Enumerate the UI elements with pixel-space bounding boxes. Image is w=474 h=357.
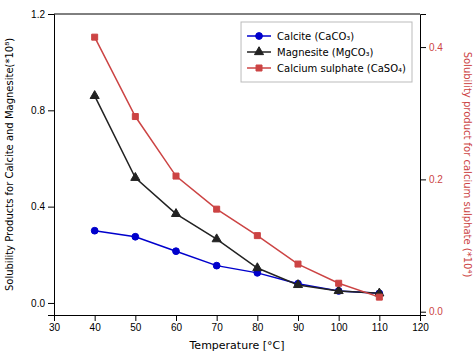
legend-item: Calcite (CaCO₃) [247, 31, 354, 42]
tick: 90 [293, 315, 305, 333]
tick: 1.2 [31, 9, 54, 20]
tick-mark [176, 315, 177, 321]
point [91, 227, 98, 234]
point [131, 172, 140, 180]
point [132, 114, 138, 120]
legend-marker [254, 47, 263, 55]
point [214, 206, 220, 212]
legend-item: Magnesite (MgCO₃) [247, 47, 374, 58]
y2-axis-title: Solubility product for calcium sulphate … [462, 52, 473, 278]
tick: 60 [171, 315, 183, 333]
point [336, 280, 342, 286]
tick-label: 60 [171, 322, 183, 333]
tick-mark [298, 315, 299, 321]
series [91, 227, 382, 296]
tick: 40 [90, 315, 102, 333]
tick: 120 [412, 315, 429, 333]
tick: 100 [331, 315, 348, 333]
tick-mark [95, 315, 96, 321]
point [90, 91, 99, 99]
legend-item: Calcium sulphate (CaSO₄) [247, 63, 406, 74]
tick-label: 50 [130, 322, 142, 333]
point [376, 294, 382, 300]
series-line [95, 231, 380, 294]
series-line [95, 96, 380, 293]
legend-label: Magnesite (MgCO₃) [277, 47, 374, 58]
tick-mark [135, 315, 136, 321]
tick-label: 80 [252, 322, 264, 333]
tick-label: 0.8 [31, 105, 45, 116]
tick-mark [379, 315, 380, 321]
point [293, 280, 302, 288]
tick-label: 1.2 [31, 9, 45, 20]
point [173, 248, 180, 255]
tick-mark [48, 303, 54, 304]
legend-marker [256, 33, 263, 40]
tick-label: 40 [90, 322, 102, 333]
legend-box [241, 22, 412, 82]
x-axis-title: Temperature [°C] [189, 339, 285, 352]
point [295, 261, 301, 267]
x-axis-line [55, 316, 421, 322]
point [253, 263, 262, 271]
tick-mark [48, 14, 54, 15]
tick: 0.2 [420, 174, 443, 185]
y-axis-title: Solubility Products for Calcite and Magn… [4, 38, 15, 291]
frame-top [54, 14, 420, 15]
tick: 50 [130, 315, 142, 333]
tick-label: 0.4 [429, 42, 443, 53]
point [212, 234, 221, 242]
tick: 0.4 [31, 201, 54, 212]
point [213, 262, 220, 269]
chart: 304050607080901001101200.00.40.81.20.00.… [0, 0, 474, 357]
plot: 304050607080901001101200.00.40.81.20.00.… [31, 9, 443, 333]
legend-label: Calcite (CaCO₃) [277, 31, 354, 42]
legend-marker [256, 65, 262, 71]
tick-label: 0.4 [31, 201, 45, 212]
point [132, 233, 139, 240]
tick-label: 100 [331, 322, 348, 333]
series [90, 91, 384, 296]
tick-mark [48, 110, 54, 111]
tick: 0.8 [31, 105, 54, 116]
legend-label: Calcium sulphate (CaSO₄) [277, 63, 406, 74]
tick-label: 120 [412, 322, 429, 333]
point [254, 233, 260, 239]
tick-label: 0.0 [429, 306, 443, 317]
tick-mark [420, 179, 426, 180]
tick-label: 0.2 [429, 174, 443, 185]
tick-mark [257, 315, 258, 321]
tick-mark [339, 315, 340, 321]
tick: 30 [49, 315, 61, 333]
y-axis-line [48, 15, 55, 316]
x-axis: 30 40 50 60 70 80 90 100 110 120 [49, 315, 429, 333]
tick-mark [48, 207, 54, 208]
tick-label: 70 [212, 322, 224, 333]
tick-label: 110 [372, 322, 388, 333]
tick: 110 [372, 315, 388, 333]
tick-mark [420, 312, 426, 313]
point [171, 209, 180, 217]
y-axis: 0.0 0.4 0.8 1.2 [31, 9, 54, 316]
tick-label: 0.0 [31, 298, 45, 309]
tick-mark [420, 47, 426, 48]
y2-axis-line [421, 15, 427, 316]
point [92, 34, 98, 40]
tick-label: 30 [49, 322, 61, 333]
tick: 0.4 [420, 42, 443, 53]
y2-axis: 0.0 0.2 0.4 [420, 15, 443, 318]
point [173, 173, 179, 179]
point [334, 286, 343, 294]
tick: 0.0 [420, 306, 443, 317]
legend: Calcite (CaCO₃) Magnesite (MgCO₃) Calcium … [241, 22, 412, 82]
tick: 70 [212, 315, 224, 333]
tick-mark [217, 315, 218, 321]
tick: 80 [252, 315, 264, 333]
tick: 0.0 [31, 298, 54, 309]
tick-label: 90 [293, 322, 305, 333]
